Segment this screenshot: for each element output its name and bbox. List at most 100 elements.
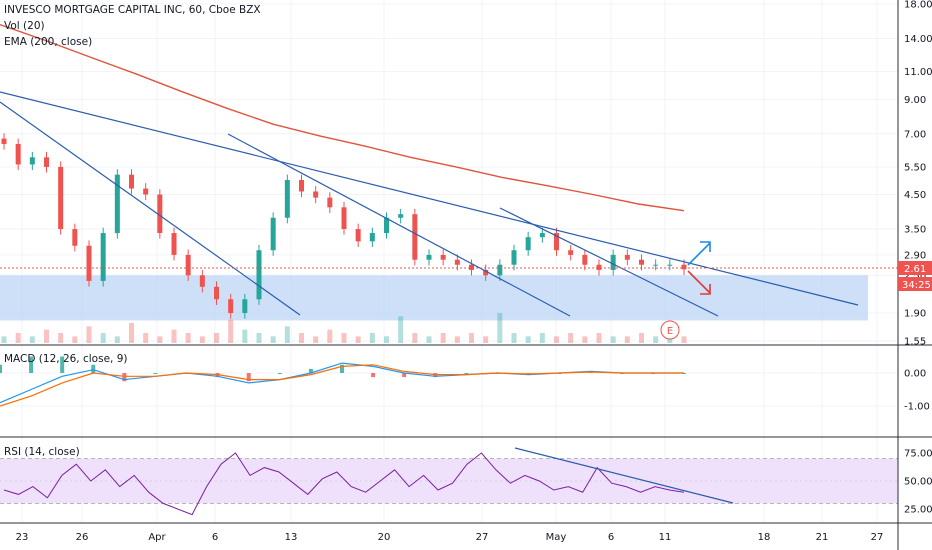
candle-body bbox=[639, 259, 644, 265]
candle-body bbox=[100, 233, 106, 281]
price-axis-label: 14.00 bbox=[904, 34, 932, 45]
candle-body bbox=[469, 264, 474, 270]
volume-bar bbox=[355, 336, 361, 343]
price-axis-label: 9.00 bbox=[904, 95, 926, 106]
candle-body bbox=[228, 299, 234, 314]
candle-body bbox=[171, 233, 177, 255]
macd-axis[interactable]: 0.00 -1.00 bbox=[904, 369, 930, 413]
candle-body bbox=[270, 217, 276, 251]
candle-body bbox=[355, 229, 361, 242]
trendline-1[interactable] bbox=[0, 101, 301, 316]
candle-body bbox=[582, 254, 588, 265]
candle-body bbox=[497, 264, 503, 276]
macd-hist-bar bbox=[153, 373, 158, 374]
candle-body bbox=[143, 188, 149, 195]
price-axis-label: 5.50 bbox=[904, 162, 926, 173]
price-pane[interactable]: E bbox=[0, 23, 898, 343]
time-axis-label: May bbox=[546, 532, 567, 543]
candle-body bbox=[157, 194, 163, 234]
rsi-axis-label: 50.00 bbox=[904, 477, 932, 488]
volume-bar bbox=[270, 336, 276, 343]
volume-bar bbox=[454, 336, 460, 343]
volume-bar bbox=[554, 336, 559, 343]
time-axis-label: 6 bbox=[608, 532, 614, 543]
volume-bars bbox=[1, 313, 687, 343]
arrow-up[interactable] bbox=[687, 241, 711, 266]
volume-bar bbox=[100, 333, 106, 343]
rsi-pane[interactable] bbox=[0, 447, 898, 516]
volume-bar bbox=[214, 333, 219, 343]
price-axis-label: 18.00 bbox=[904, 0, 932, 11]
candle-body bbox=[454, 259, 460, 265]
rsi-axis-label: 75.00 bbox=[904, 449, 932, 460]
candle-body bbox=[114, 174, 120, 234]
volume-bar bbox=[256, 333, 262, 343]
volume-bar bbox=[185, 333, 191, 343]
price-axis-label: 11.00 bbox=[904, 67, 932, 78]
macd-hist-bar bbox=[29, 356, 34, 373]
rsi-trendline[interactable] bbox=[514, 447, 734, 504]
candle-body bbox=[681, 264, 687, 270]
candle-body bbox=[1, 138, 7, 144]
macd-hist-bar bbox=[60, 356, 65, 373]
arrow-down[interactable] bbox=[687, 270, 711, 295]
price-axis-label: 2.50 bbox=[904, 271, 926, 282]
trendline-3[interactable] bbox=[227, 133, 571, 317]
volume-bar bbox=[511, 333, 517, 343]
macd-pane[interactable] bbox=[0, 356, 686, 407]
price-axis[interactable]: 1.55 1.90 2.50 2.90 3.50 4.50 5.50 7.00 9.00 11.0… bbox=[904, 0, 932, 348]
candle-body bbox=[185, 254, 191, 276]
macd-hist-bar bbox=[122, 373, 127, 382]
macd-hist-bar bbox=[0, 364, 2, 373]
volume-bar bbox=[199, 336, 205, 343]
rsi-band bbox=[0, 458, 898, 504]
volume-bar bbox=[86, 326, 92, 343]
candle-body bbox=[29, 157, 35, 165]
candle-body bbox=[15, 143, 21, 165]
trendlines[interactable] bbox=[0, 91, 859, 317]
volume-bar bbox=[426, 336, 432, 343]
legend: INVESCO MORTGAGE CAPITAL INC, 60, Cboe B… bbox=[4, 4, 261, 458]
time-axis-label: 20 bbox=[378, 532, 391, 543]
candle-body bbox=[86, 245, 92, 281]
time-axis-label: 26 bbox=[76, 532, 89, 543]
trendline-4[interactable] bbox=[499, 207, 719, 317]
volume-bar bbox=[228, 319, 234, 343]
macd-axis-label: 0.00 bbox=[904, 369, 926, 380]
candle-body bbox=[426, 254, 432, 260]
ema-legend: EMA (200, close) bbox=[4, 36, 92, 48]
macd-hist-bar bbox=[277, 373, 282, 374]
volume-bar bbox=[1, 336, 7, 343]
candle-body bbox=[624, 254, 630, 260]
volume-bar bbox=[384, 336, 389, 343]
macd-hist-bar bbox=[402, 373, 407, 378]
volume-bar bbox=[582, 336, 588, 343]
rsi-axis[interactable]: 75.00 50.00 25.00 bbox=[904, 449, 932, 516]
candle-body bbox=[539, 233, 545, 238]
volume-bar bbox=[58, 333, 64, 343]
countdown-tag-label: 34:25 bbox=[902, 280, 931, 291]
earnings-marker[interactable]: E bbox=[660, 320, 680, 340]
trendline-2[interactable] bbox=[0, 91, 859, 306]
volume-bar bbox=[667, 336, 673, 343]
last-price-tag-label: 2.61 bbox=[904, 264, 926, 275]
price-axis-label: 3.50 bbox=[904, 225, 926, 236]
volume-bar bbox=[639, 333, 644, 343]
candle-body bbox=[369, 233, 375, 242]
time-axis-label: 21 bbox=[816, 532, 829, 543]
volume-bar bbox=[440, 333, 446, 343]
rsi-legend: RSI (14, close) bbox=[4, 446, 80, 458]
candle-body bbox=[554, 233, 559, 251]
candle-body bbox=[129, 174, 134, 189]
time-axis-label: 27 bbox=[476, 532, 489, 543]
volume-bar bbox=[483, 336, 489, 343]
time-axis[interactable]: 23 26 Apr 6 13 20 27 May 6 11 18 21 27 bbox=[16, 532, 884, 543]
candle-body bbox=[327, 197, 333, 208]
candle-body bbox=[511, 250, 517, 265]
grid-layer bbox=[0, 0, 898, 523]
price-axis-label: 4.50 bbox=[904, 190, 926, 201]
volume-bar bbox=[369, 333, 375, 343]
volume-bar bbox=[596, 333, 602, 343]
time-axis-label: 18 bbox=[758, 532, 771, 543]
